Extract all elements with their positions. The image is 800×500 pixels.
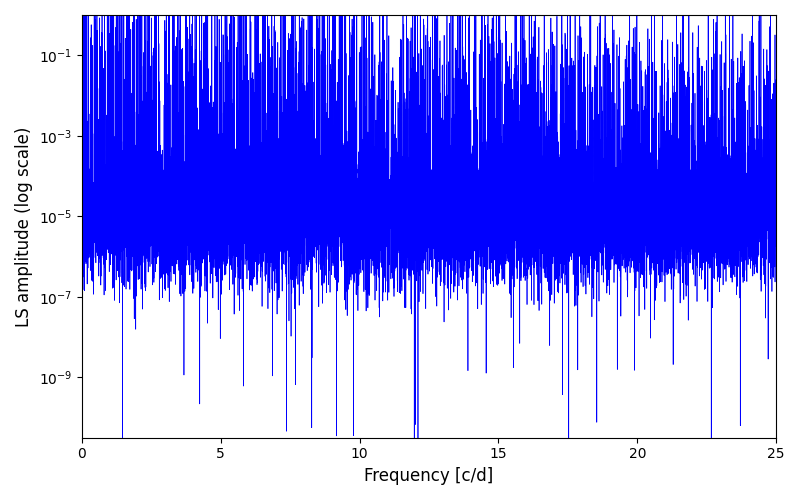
Y-axis label: LS amplitude (log scale): LS amplitude (log scale) bbox=[15, 126, 33, 326]
X-axis label: Frequency [c/d]: Frequency [c/d] bbox=[364, 467, 494, 485]
